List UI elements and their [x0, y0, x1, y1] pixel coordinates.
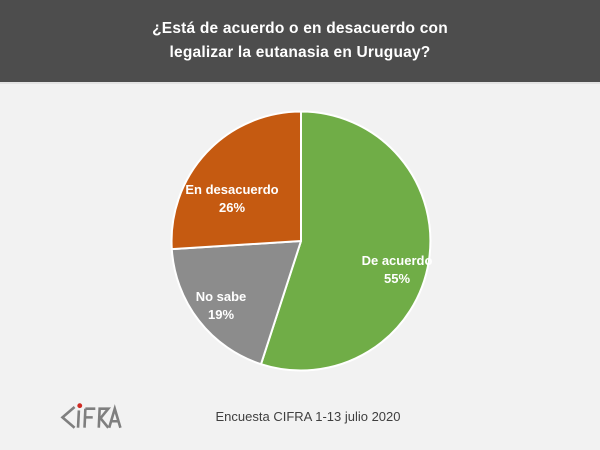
slice-value-de-acuerdo: 55% [384, 271, 410, 286]
logo-letter-f [83, 407, 96, 428]
pie-slice-de-acuerdo [260, 110, 432, 372]
page-title-line-2: legalizar la eutanasia en Uruguay? [169, 44, 431, 61]
slice-value-en-desacuerdo: 26% [219, 200, 245, 215]
slice-value-no-sabe: 19% [208, 307, 234, 322]
pie-chart: De acuerdo 55% En desacuerdo 26% No sabe… [170, 110, 433, 372]
slice-label-en-desacuerdo: En desacuerdo [185, 182, 278, 197]
header-banner: ¿Está de acuerdo o en desacuerdo con leg… [0, 0, 600, 84]
logo-letter-r [97, 407, 112, 429]
logo-letter-i [76, 410, 81, 428]
logo-dot [77, 403, 83, 409]
logo-letter-c [60, 406, 76, 429]
pie-slice-en-desacuerdo [170, 110, 302, 251]
slice-label-de-acuerdo: De acuerdo [362, 253, 433, 268]
page-title-line-1: ¿Está de acuerdo o en desacuerdo con [152, 20, 448, 37]
cifra-logo [60, 403, 122, 429]
pie-slice-no-sabe [170, 240, 302, 366]
source-caption: Encuesta CIFRA 1-13 julio 2020 [215, 409, 401, 424]
chart-area: De acuerdo 55% En desacuerdo 26% No sabe… [0, 84, 600, 450]
logo-letter-a [107, 404, 122, 429]
slice-label-no-sabe: No sabe [196, 289, 247, 304]
